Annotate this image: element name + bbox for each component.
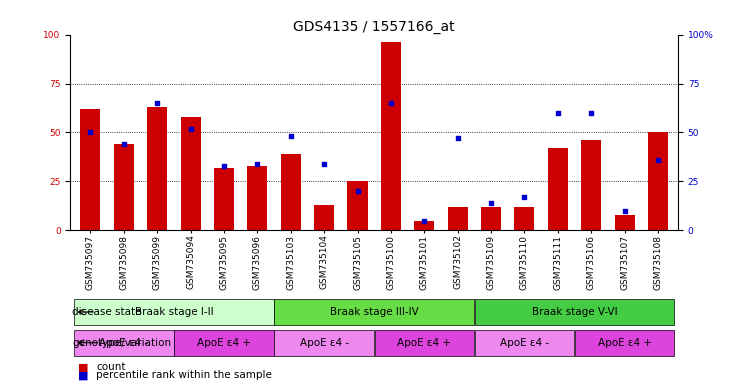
- Bar: [74, 299, 273, 325]
- Point: [118, 141, 130, 147]
- Text: count: count: [96, 362, 126, 372]
- Point: [519, 194, 531, 200]
- Point: [419, 217, 431, 223]
- Title: GDS4135 / 1557166_at: GDS4135 / 1557166_at: [293, 20, 455, 33]
- Bar: [281, 154, 301, 230]
- Bar: [581, 140, 601, 230]
- Bar: [81, 109, 101, 230]
- Bar: [614, 215, 634, 230]
- Text: ApoE ε4 -: ApoE ε4 -: [500, 338, 549, 348]
- Point: [251, 161, 263, 167]
- Point: [285, 133, 296, 139]
- Bar: [174, 330, 273, 356]
- Text: ApoE ε4 +: ApoE ε4 +: [397, 338, 451, 348]
- Bar: [481, 207, 501, 230]
- Point: [585, 110, 597, 116]
- Point: [385, 100, 397, 106]
- Bar: [374, 330, 474, 356]
- Text: Braak stage V-VI: Braak stage V-VI: [532, 307, 617, 317]
- Point: [151, 100, 163, 106]
- Text: Braak stage I-II: Braak stage I-II: [135, 307, 213, 317]
- Bar: [274, 330, 374, 356]
- Bar: [114, 144, 134, 230]
- Point: [619, 208, 631, 214]
- Bar: [548, 148, 568, 230]
- Bar: [475, 299, 674, 325]
- Point: [185, 126, 196, 132]
- Bar: [74, 330, 173, 356]
- Bar: [274, 299, 474, 325]
- Bar: [475, 330, 574, 356]
- Bar: [314, 205, 334, 230]
- Point: [652, 157, 664, 163]
- Text: percentile rank within the sample: percentile rank within the sample: [96, 370, 272, 380]
- Text: ApoE ε4 +: ApoE ε4 +: [597, 338, 651, 348]
- Point: [218, 163, 230, 169]
- Bar: [147, 107, 167, 230]
- Bar: [414, 220, 434, 230]
- Point: [485, 200, 497, 206]
- Point: [351, 188, 363, 194]
- Text: ■: ■: [78, 370, 88, 380]
- Bar: [514, 207, 534, 230]
- Text: ■: ■: [78, 362, 88, 372]
- Bar: [247, 166, 268, 230]
- Bar: [348, 182, 368, 230]
- Text: ApoE ε4 -: ApoE ε4 -: [99, 338, 148, 348]
- Text: Braak stage III-IV: Braak stage III-IV: [330, 307, 419, 317]
- Bar: [648, 132, 668, 230]
- Text: ApoE ε4 -: ApoE ε4 -: [299, 338, 349, 348]
- Bar: [181, 117, 201, 230]
- Text: disease state: disease state: [72, 307, 142, 317]
- Bar: [381, 42, 401, 230]
- Bar: [448, 207, 468, 230]
- Point: [318, 161, 330, 167]
- Point: [84, 129, 96, 136]
- Bar: [575, 330, 674, 356]
- Point: [452, 135, 464, 141]
- Point: [552, 110, 564, 116]
- Text: genotype/variation: genotype/variation: [72, 338, 171, 348]
- Text: ApoE ε4 +: ApoE ε4 +: [197, 338, 251, 348]
- Bar: [214, 168, 234, 230]
